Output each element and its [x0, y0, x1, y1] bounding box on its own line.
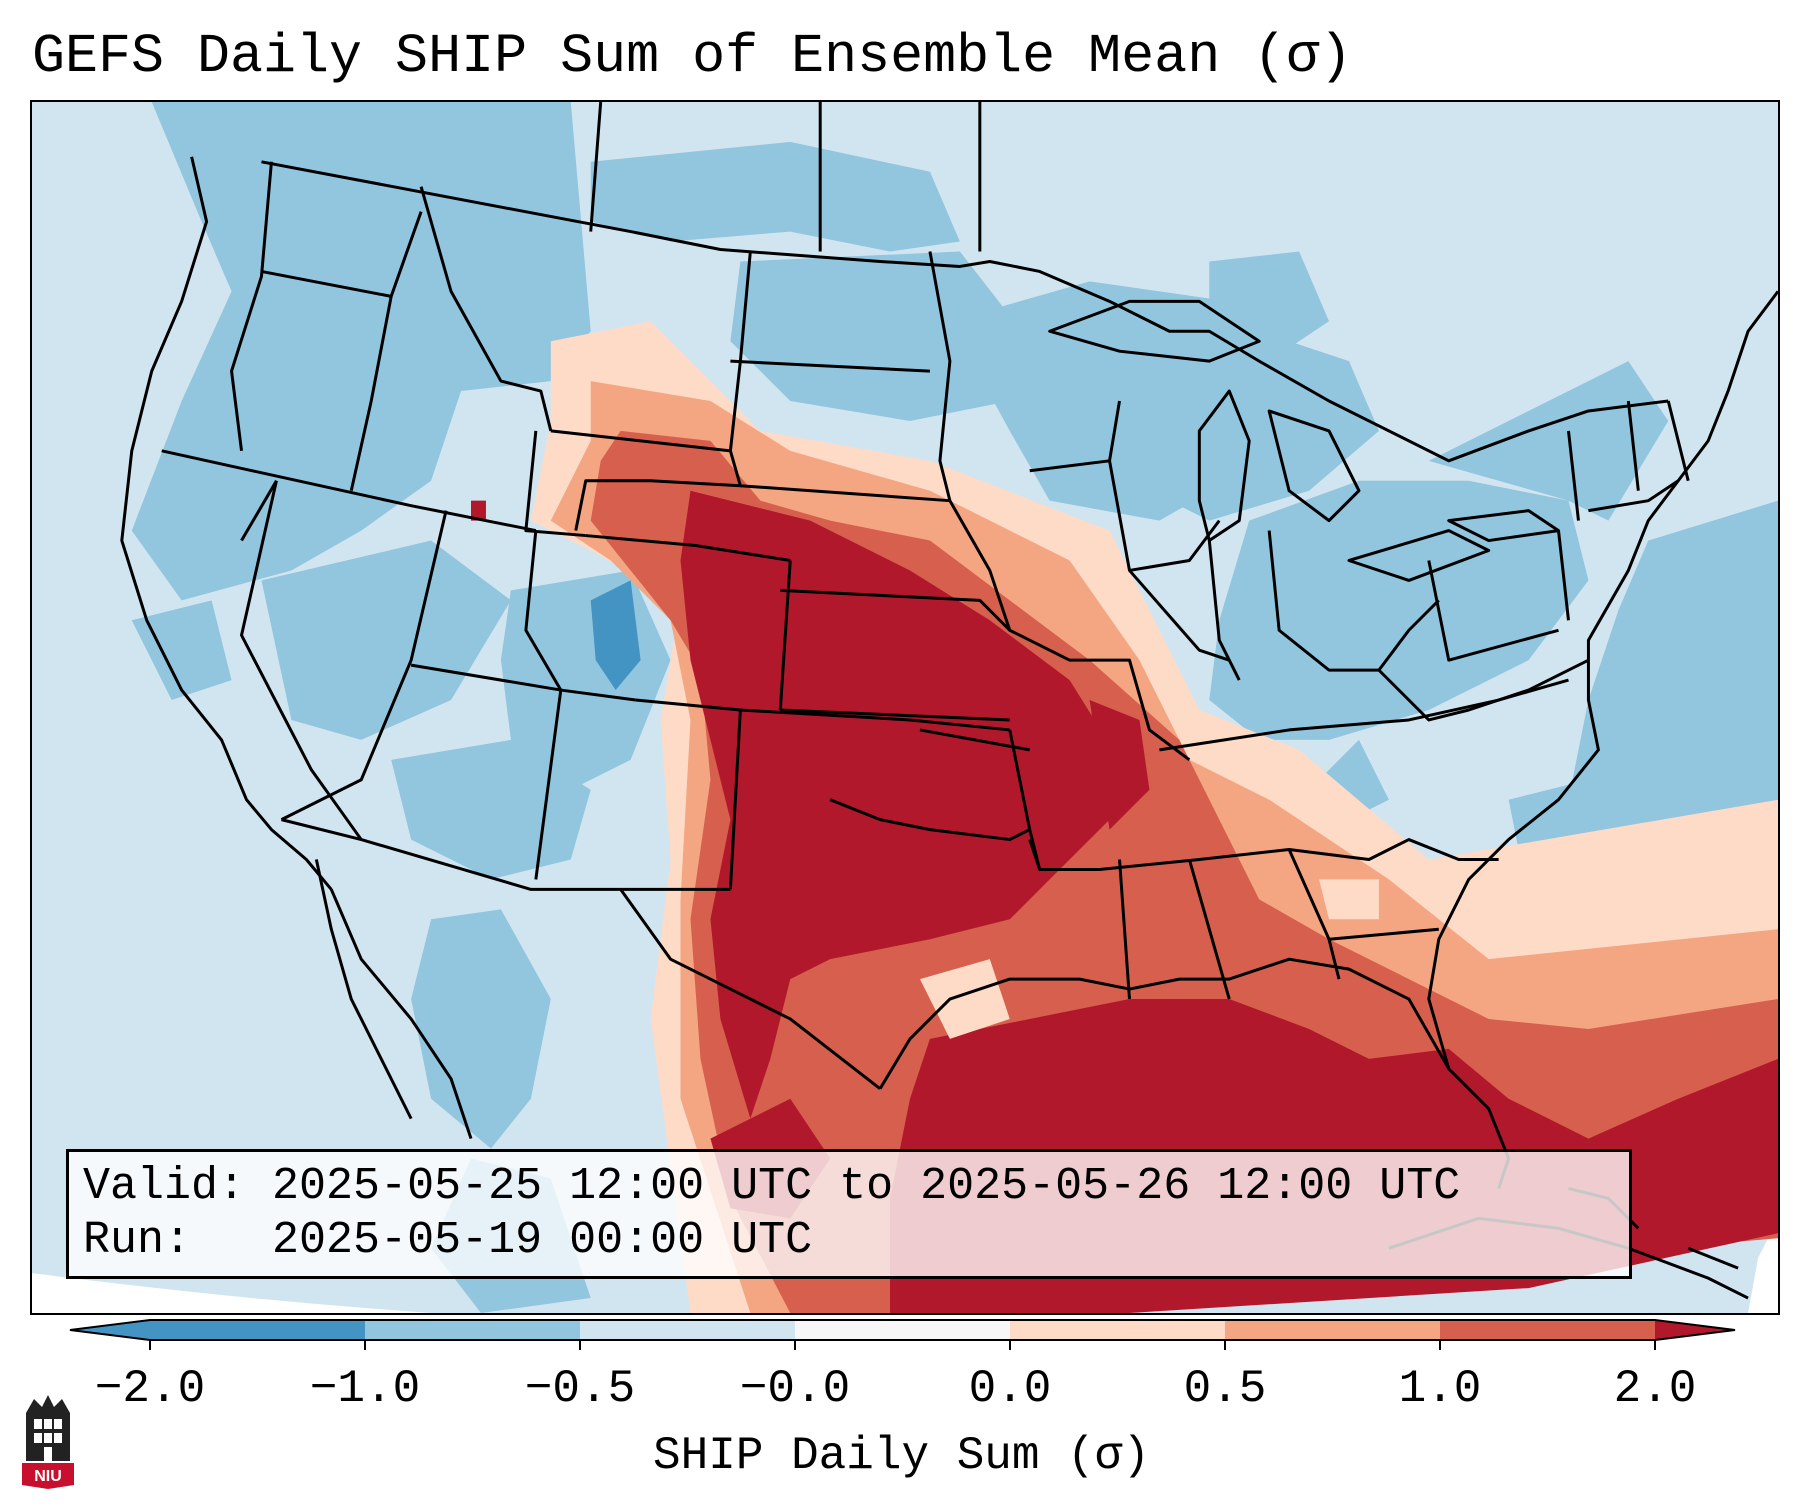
colorbar-tick-label: −2.0: [94, 1363, 206, 1415]
colorbar-bin-2: [365, 1320, 580, 1340]
colorbar-extend-below: [70, 1320, 150, 1340]
colorbar-bin-7: [1440, 1320, 1655, 1340]
valid-label: Valid:: [83, 1161, 246, 1212]
colorbar-tick-label: 0.5: [1183, 1363, 1267, 1415]
colorbar-extend-above: [1655, 1320, 1735, 1340]
valid-line: Valid: 2025-05-25 12:00 UTC to 2025-05-2…: [83, 1160, 1615, 1214]
valid-value: 2025-05-25 12:00 UTC to 2025-05-26 12:00…: [272, 1161, 1461, 1212]
colorbar-tick-label: 0.0: [968, 1363, 1052, 1415]
colorbar-tick-label: 2.0: [1613, 1363, 1697, 1415]
projection-edge-right: [1748, 1218, 1778, 1313]
colorbar-ticks: [149, 1340, 1656, 1350]
colorbar-bin-1: [150, 1320, 365, 1340]
colorbar-tick-label: −1.0: [309, 1363, 421, 1415]
weak-positive-patches: [919, 879, 1379, 1039]
figure-title: GEFS Daily SHIP Sum of Ensemble Mean (σ): [32, 25, 1353, 88]
niu-logo-text: NIU: [34, 1468, 62, 1485]
colorbar-bin-6: [1225, 1320, 1440, 1340]
colorbar-label: SHIP Daily Sum (σ): [653, 1430, 1150, 1482]
ship-anomaly-map: [32, 102, 1778, 1313]
map-panel: [30, 100, 1780, 1315]
colorbar-tick-label: 1.0: [1398, 1363, 1482, 1415]
niu-logo-graphic: NIU: [22, 1395, 74, 1489]
run-line: Run: 2025-05-19 00:00 UTC: [83, 1214, 1615, 1268]
validity-info-box: Valid: 2025-05-25 12:00 UTC to 2025-05-2…: [66, 1149, 1632, 1279]
negative-anomaly-regions: [131, 102, 1778, 1313]
projection-edge-bottom: [32, 1273, 432, 1313]
boundary-lines: [120, 102, 1778, 1300]
colorbar-tick-label: −0.0: [739, 1363, 851, 1415]
run-value: 2025-05-19 00:00 UTC: [272, 1215, 813, 1266]
niu-logo-banner: [22, 1463, 74, 1489]
colorbar-bin-5: [1010, 1320, 1225, 1340]
colorbar-tick-label: −0.5: [524, 1363, 636, 1415]
colorbar-bin-3: [580, 1320, 795, 1340]
niu-logo: NIU: [20, 1393, 76, 1489]
colorbar: [69, 1319, 1736, 1350]
run-label: Run:: [83, 1215, 192, 1266]
colorbar-bin-4: [795, 1320, 1010, 1340]
strong-negative-spot: [590, 580, 641, 691]
colorbar-graphic: [69, 1319, 1736, 1350]
